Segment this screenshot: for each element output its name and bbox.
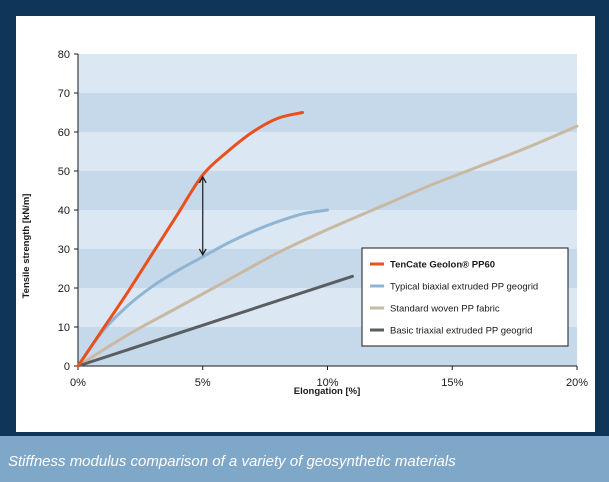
y-tick-labels: 0 10 20 30 40 50 60 70 80 bbox=[58, 49, 78, 373]
y-tick-label: 60 bbox=[58, 127, 70, 139]
x-tick-label: 15% bbox=[441, 377, 463, 389]
legend-label: Typical biaxial extruded PP geogrid bbox=[390, 282, 538, 293]
grid-band bbox=[78, 132, 577, 171]
x-axis-label: Elongation [%] bbox=[294, 386, 361, 397]
series-lines bbox=[76, 111, 579, 368]
y-tick-label: 50 bbox=[58, 166, 70, 178]
grid-band bbox=[78, 54, 577, 93]
y-axis-label: Tensile strength [kN/m] bbox=[21, 194, 32, 299]
y-tick-label: 40 bbox=[58, 205, 70, 217]
y-tick-label: 70 bbox=[58, 88, 70, 100]
y-tick-label: 30 bbox=[58, 244, 70, 256]
legend: TenCate Geolon® PP60 Typical biaxial extr… bbox=[361, 247, 569, 347]
series-line bbox=[76, 208, 329, 368]
legend-label: TenCate Geolon® PP60 bbox=[390, 260, 495, 271]
grid-band bbox=[78, 93, 577, 132]
x-tick-label: 0% bbox=[70, 377, 86, 389]
y-tick-label: 80 bbox=[58, 49, 70, 61]
legend-box bbox=[361, 247, 569, 347]
series-line bbox=[76, 124, 579, 368]
y-tick-label: 10 bbox=[58, 322, 70, 334]
grid-band bbox=[78, 171, 577, 210]
y-tick-label: 20 bbox=[58, 283, 70, 295]
series-line bbox=[76, 111, 305, 368]
legend-label: Standard woven PP fabric bbox=[390, 304, 500, 315]
legend-label: Basic triaxial extruded PP geogrid bbox=[390, 326, 532, 337]
x-tick-label: 20% bbox=[566, 377, 588, 389]
x-tick-label: 10% bbox=[316, 377, 338, 389]
stiffness-chart: 0 10 20 30 40 50 60 70 80 0% 5% 10% 15% 20% Elongati… bbox=[21, 49, 588, 397]
x-tick-labels: 0% 5% 10% 15% 20% bbox=[70, 366, 588, 389]
series-line bbox=[76, 274, 354, 368]
figure-caption: Stiffness modulus comparison of a variet… bbox=[8, 453, 456, 470]
chart-panel: 0 10 20 30 40 50 60 70 80 0% 5% 10% 15% 20% Elongati… bbox=[16, 16, 595, 432]
y-tick-label: 0 bbox=[64, 361, 70, 373]
caption-bar: Stiffness modulus comparison of a variet… bbox=[0, 436, 609, 482]
x-tick-label: 5% bbox=[195, 377, 211, 389]
